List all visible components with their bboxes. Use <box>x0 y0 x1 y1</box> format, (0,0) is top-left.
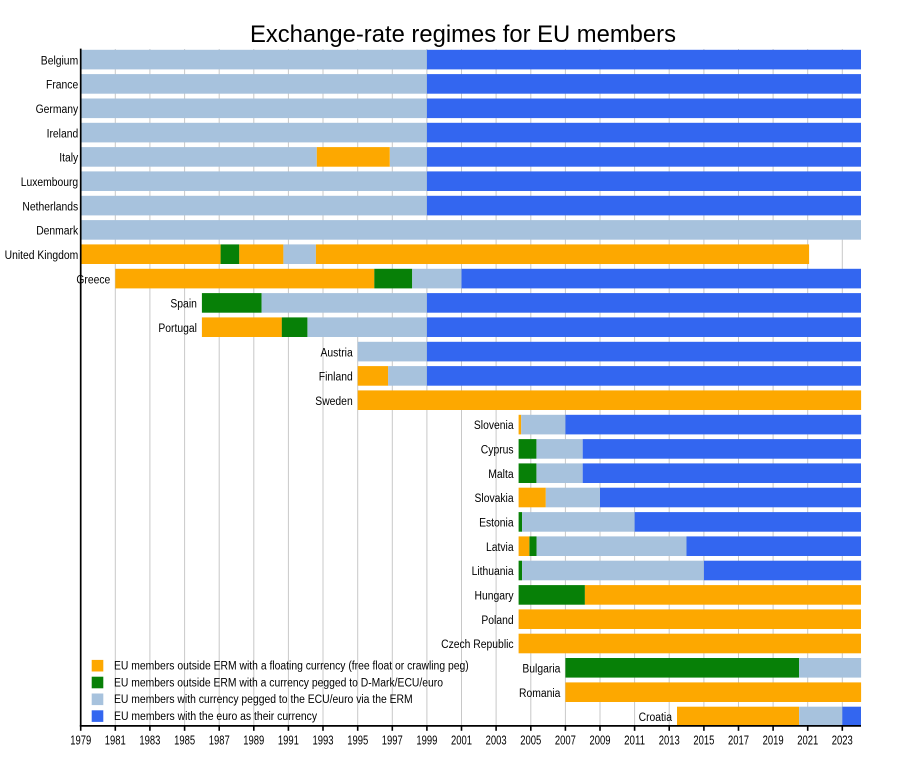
svg-text:2019: 2019 <box>763 732 784 747</box>
svg-text:Malta: Malta <box>488 469 514 481</box>
svg-text:Croatia: Croatia <box>639 712 673 724</box>
svg-text:1993: 1993 <box>313 732 334 747</box>
svg-text:Hungary: Hungary <box>475 591 514 603</box>
svg-text:1999: 1999 <box>416 732 437 747</box>
svg-text:1979: 1979 <box>70 732 91 747</box>
svg-text:Czech Republic: Czech Republic <box>441 639 514 651</box>
svg-text:Latvia: Latvia <box>486 542 514 554</box>
svg-text:Estonia: Estonia <box>479 518 514 530</box>
svg-text:EU members outside ERM with a: EU members outside ERM with a currency p… <box>114 677 443 689</box>
svg-text:Portugal: Portugal <box>158 323 197 335</box>
svg-text:Luxembourg: Luxembourg <box>21 177 79 189</box>
svg-text:1991: 1991 <box>278 732 299 747</box>
svg-text:Exchange-rate regimes for EU m: Exchange-rate regimes for EU members <box>250 21 676 48</box>
svg-text:1985: 1985 <box>174 732 195 747</box>
svg-text:Denmark: Denmark <box>36 226 78 238</box>
svg-text:1997: 1997 <box>382 732 403 747</box>
svg-text:2023: 2023 <box>832 732 853 747</box>
svg-text:2013: 2013 <box>659 732 680 747</box>
svg-text:Belgium: Belgium <box>41 55 78 67</box>
svg-text:Cyprus: Cyprus <box>481 445 514 457</box>
svg-text:Lithuania: Lithuania <box>472 566 515 578</box>
svg-text:Netherlands: Netherlands <box>22 201 78 213</box>
svg-text:EU members with currency pegge: EU members with currency pegged to the E… <box>114 694 413 706</box>
svg-text:Ireland: Ireland <box>47 128 79 140</box>
svg-text:2017: 2017 <box>728 732 749 747</box>
svg-text:Romania: Romania <box>519 688 561 700</box>
svg-text:Sweden: Sweden <box>315 396 352 408</box>
svg-text:Austria: Austria <box>321 347 354 359</box>
svg-text:2003: 2003 <box>486 732 507 747</box>
svg-text:Poland: Poland <box>481 615 513 627</box>
svg-text:1995: 1995 <box>347 732 368 747</box>
svg-text:2001: 2001 <box>451 732 472 747</box>
svg-text:1983: 1983 <box>139 732 160 747</box>
svg-text:2007: 2007 <box>555 732 576 747</box>
svg-text:Greece: Greece <box>76 274 110 286</box>
svg-text:EU members with the euro as th: EU members with the euro as their curren… <box>114 711 317 723</box>
svg-text:Italy: Italy <box>59 153 78 165</box>
svg-text:EU members outside ERM with a: EU members outside ERM with a floating c… <box>114 661 469 673</box>
svg-text:Slovakia: Slovakia <box>475 493 515 505</box>
svg-text:Finland: Finland <box>319 372 353 384</box>
svg-text:2015: 2015 <box>693 732 714 747</box>
svg-text:2011: 2011 <box>624 732 645 747</box>
svg-text:Slovenia: Slovenia <box>474 420 514 432</box>
svg-text:Spain: Spain <box>170 299 197 311</box>
svg-text:2021: 2021 <box>797 732 818 747</box>
svg-text:1987: 1987 <box>209 732 230 747</box>
svg-text:2005: 2005 <box>520 732 541 747</box>
svg-text:United Kingdom: United Kingdom <box>5 250 79 262</box>
svg-text:1989: 1989 <box>243 732 264 747</box>
svg-text:1981: 1981 <box>105 732 126 747</box>
svg-text:France: France <box>46 80 78 92</box>
svg-text:Bulgaria: Bulgaria <box>522 664 561 676</box>
svg-text:Germany: Germany <box>36 104 79 116</box>
svg-text:2009: 2009 <box>590 732 611 747</box>
